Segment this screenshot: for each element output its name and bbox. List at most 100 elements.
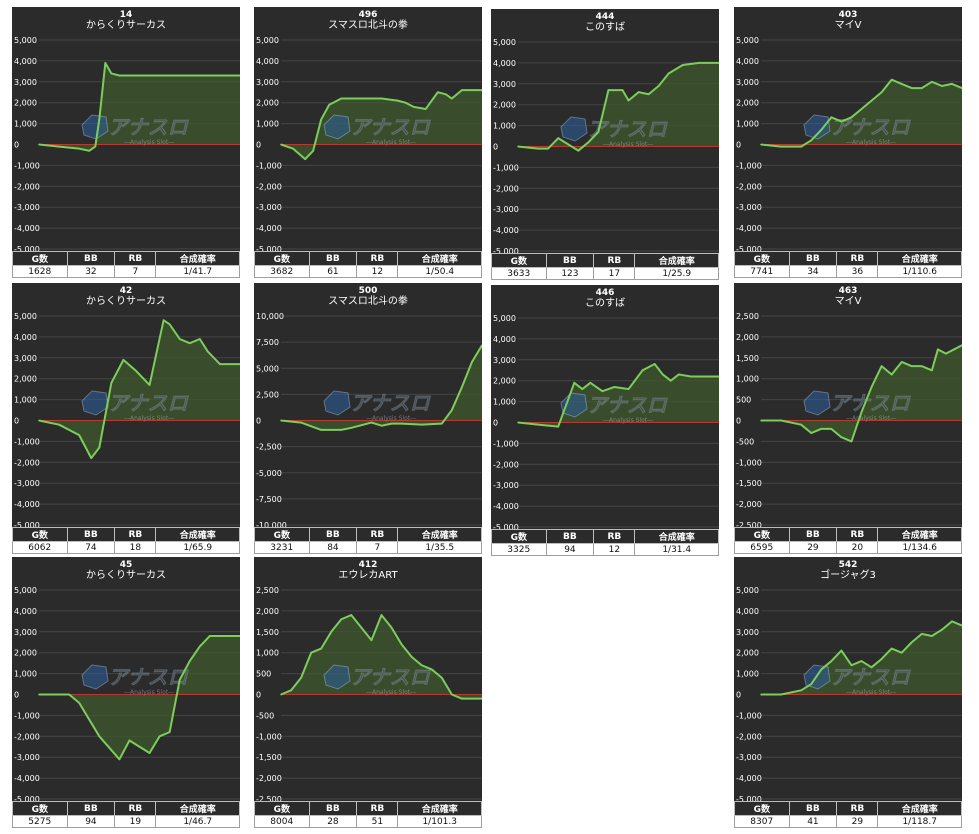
data-point [921, 365, 923, 367]
y-tick-label: -3,000 [14, 203, 40, 212]
y-tick-label: -500 [736, 437, 754, 446]
machine-name: からくりサーカス [86, 570, 166, 581]
data-point [941, 628, 943, 631]
chart-svg: 5,000 4,000 3,000 2,000 1,000 0 -1,000 -2,000 -3… [256, 36, 482, 251]
chart-svg: 10,000 7,500 5,000 2,500 0 -2,500 -5,000 -7,500… [256, 312, 482, 527]
y-tick-label: 2,000 [736, 99, 759, 108]
stats-value-cell: 1/31.4 [634, 543, 719, 556]
machine-number: 496 [358, 10, 378, 20]
stats-header-cell: BB [788, 801, 838, 816]
stats-value-cell: 3633 [491, 267, 547, 280]
stats-value-row: 7741 34 36 1/110.6 [734, 265, 962, 278]
y-tick-label: 1,000 [14, 120, 37, 129]
data-point [678, 373, 680, 376]
y-tick-label: -4,000 [256, 224, 282, 233]
stats-value-cell: 17 [593, 267, 636, 280]
stats-header-cell: RB [836, 527, 879, 542]
data-point [400, 643, 403, 646]
payout-chart: 5,000 4,000 3,000 2,000 1,000 0 -1,000 -2,000 -3… [12, 557, 240, 801]
data-point [870, 386, 873, 388]
stats-header-cell: RB [114, 801, 157, 816]
data-point [860, 660, 863, 662]
data-point [340, 97, 343, 100]
watermark-logo: アナスロ―Analysis Slot― [560, 116, 669, 148]
stats-value-row: 3682 61 12 1/50.4 [254, 265, 482, 278]
y-tick-label: 5,000 [14, 586, 37, 595]
y-tick-label: 1,000 [14, 670, 37, 679]
stats-value-cell: 29 [788, 541, 838, 554]
stats-value-cell: 28 [308, 815, 358, 828]
stats-header-row: G数 BB RB 合成確率 [12, 801, 240, 816]
data-point [627, 388, 630, 390]
y-tick-label: 2,500 [256, 586, 279, 595]
area-fill [761, 345, 962, 442]
y-tick-label: 1,000 [736, 670, 759, 679]
data-point [451, 693, 453, 696]
stats-value-cell: 12 [593, 543, 636, 556]
stats-header-cell: RB [593, 253, 636, 268]
watermark-logo: アナスロ―Analysis Slot― [323, 664, 432, 696]
data-point [88, 149, 91, 152]
y-tick-label: -5,000 [256, 245, 282, 251]
data-point [597, 131, 600, 133]
data-point [601, 390, 604, 392]
data-point [931, 81, 933, 83]
data-point [134, 369, 137, 372]
stats-header-cell: 合成確率 [877, 251, 962, 266]
y-tick-label: -2,000 [256, 774, 282, 783]
data-point [239, 363, 240, 365]
stats-value-row: 6595 29 20 1/134.6 [734, 541, 962, 554]
data-point [800, 145, 802, 148]
data-point [118, 74, 121, 77]
data-point [380, 424, 383, 427]
data-point [900, 361, 903, 363]
y-tick-label: 1,000 [493, 398, 516, 407]
data-point [178, 679, 181, 681]
watermark-title: アナスロ [830, 391, 912, 415]
y-tick-label: 4,000 [736, 57, 759, 66]
y-tick-label: 1,000 [493, 122, 516, 131]
watermark-subtitle: ―Analysis Slot― [603, 417, 653, 424]
data-point [340, 429, 343, 431]
stats-value-cell: 7 [356, 541, 399, 554]
area-fill [281, 345, 482, 430]
stats-value-cell: 123 [545, 267, 595, 280]
data-point [961, 87, 962, 89]
watermark-subtitle: ―Analysis Slot― [366, 139, 416, 146]
stats-table: G数 BB RB 合成確率 6062 74 18 1/65.9 [12, 527, 240, 554]
stats-value-cell: 1/101.3 [397, 815, 482, 828]
watermark-logo: アナスロ―Analysis Slot― [803, 390, 912, 422]
y-tick-label: -4,000 [736, 774, 762, 783]
machine-panel: 5,000 4,000 3,000 2,000 1,000 0 -1,000 -2,000 -3… [491, 285, 719, 556]
data-point [396, 99, 399, 102]
stats-value-cell: 61 [308, 265, 358, 278]
data-point [188, 660, 191, 662]
stats-header-cell: 合成確率 [397, 251, 482, 266]
stats-header-row: G数 BB RB 合成確率 [254, 527, 482, 542]
stats-value-cell: 29 [836, 815, 879, 828]
y-tick-label: -2,000 [493, 184, 519, 193]
data-point [312, 149, 314, 152]
stats-header-cell: 合成確率 [397, 801, 482, 816]
data-point [517, 421, 519, 424]
stats-value-cell: 1/118.7 [877, 815, 962, 828]
data-point [199, 645, 201, 648]
data-point [350, 427, 353, 429]
stats-table: G数 BB RB 合成確率 3682 61 12 1/50.4 [254, 251, 482, 278]
stats-value-cell: 1/35.5 [397, 541, 482, 554]
machine-number: 45 [119, 560, 133, 570]
data-point [910, 365, 913, 367]
data-point [38, 693, 40, 696]
data-point [760, 693, 762, 696]
y-tick-label: -4,000 [493, 226, 519, 235]
data-point [390, 626, 393, 629]
y-tick-label: 2,500 [256, 390, 279, 399]
machine-number: 42 [119, 286, 133, 296]
y-tick-label: -7,500 [256, 495, 282, 504]
data-point [300, 676, 302, 679]
stats-table: G数 BB RB 合成確率 6595 29 20 1/134.6 [734, 527, 962, 554]
data-point [810, 139, 813, 142]
data-point [199, 338, 201, 340]
y-tick-label: -5,000 [14, 795, 40, 801]
data-point [880, 658, 883, 660]
